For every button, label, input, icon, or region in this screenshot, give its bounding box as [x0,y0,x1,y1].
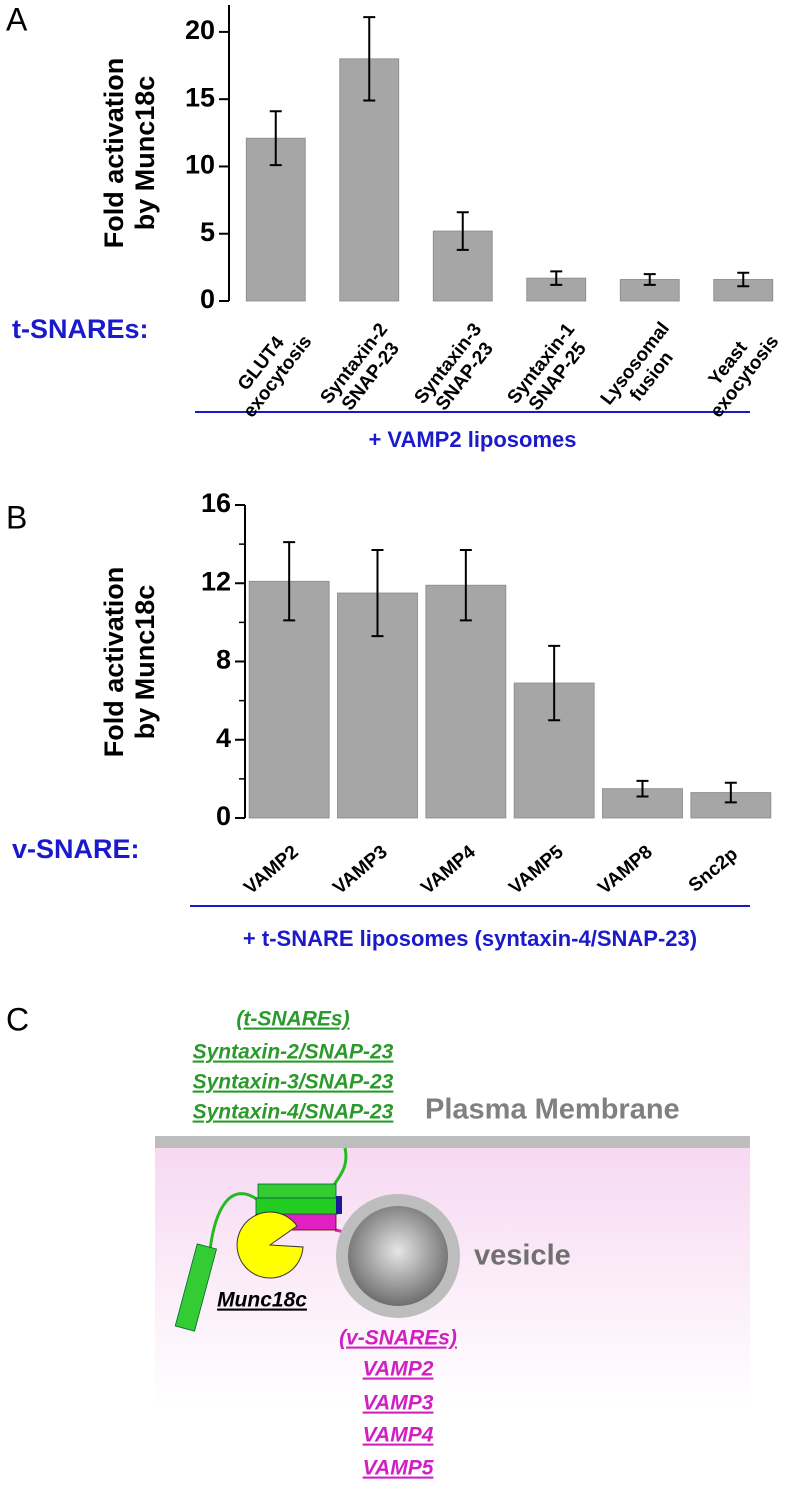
y-tick-label: 8 [216,645,231,675]
y-tick-label: 12 [201,566,231,596]
diagram-shapes [155,1136,750,1408]
y-tick-label: 5 [200,217,215,247]
panel-label: B [6,499,27,535]
y-tick-label: 0 [200,284,215,314]
t-snare-label: Syntaxin-2/SNAP-23 [193,1041,394,1064]
y-tick-label: 10 [185,150,215,180]
y-axis-title: Fold activation by Munc18c [99,566,160,758]
error-bar [737,271,750,288]
v-snare-label: VAMP4 [363,1424,434,1447]
v-snare-label: VAMP5 [363,1457,434,1480]
linker [208,1192,259,1251]
y-tick-label: 16 [201,488,231,518]
error-bar [459,548,472,622]
vesicle-label: vesicle [474,1240,571,1272]
munc18c-shape [236,1211,304,1279]
plasma-membrane [155,1136,750,1148]
error-bar [363,16,376,102]
y-tick-label: 15 [185,82,215,112]
bar [425,584,507,819]
y-tick-label: 0 [216,801,231,831]
membrane-label: Plasma Membrane [425,1094,680,1126]
error-bar [643,273,656,286]
error-bar [636,779,649,798]
error-bar [283,541,296,622]
t-snare-label: Syntaxin-4/SNAP-23 [193,1101,394,1124]
t-snare-label: Syntaxin-3/SNAP-23 [193,1071,394,1094]
munc18c-label: Munc18c [217,1289,307,1312]
t-snare-end [336,1196,342,1214]
group-label: + VAMP2 liposomes [368,427,576,452]
v-snare-label: VAMP3 [363,1392,434,1415]
y-tick-label: 4 [216,723,231,753]
t-snare-helix [257,1183,337,1199]
y-axis-title: Fold activation by Munc18c [99,57,160,249]
error-bar [269,110,282,167]
y-tick-label: 20 [185,15,215,45]
t-snare-label: (t-SNAREs) [236,1008,349,1031]
x-prefix-label: v-SNARE: [12,834,140,864]
panel-label: A [6,1,28,37]
error-bar [548,644,561,722]
error-bar [456,211,469,251]
v-snare-label: VAMP2 [363,1358,434,1381]
error-bar [371,548,384,638]
error-bar [724,781,737,804]
error-bar [550,270,563,286]
group-label: + t-SNARE liposomes (syntaxin-4/SNAP-23) [243,926,697,951]
habc-domain [174,1243,218,1332]
panel-label: C [6,1001,29,1037]
x-prefix-label: t-SNAREs: [12,314,149,344]
vesicle [348,1206,448,1306]
v-snare-label: (v-SNAREs) [339,1327,457,1350]
